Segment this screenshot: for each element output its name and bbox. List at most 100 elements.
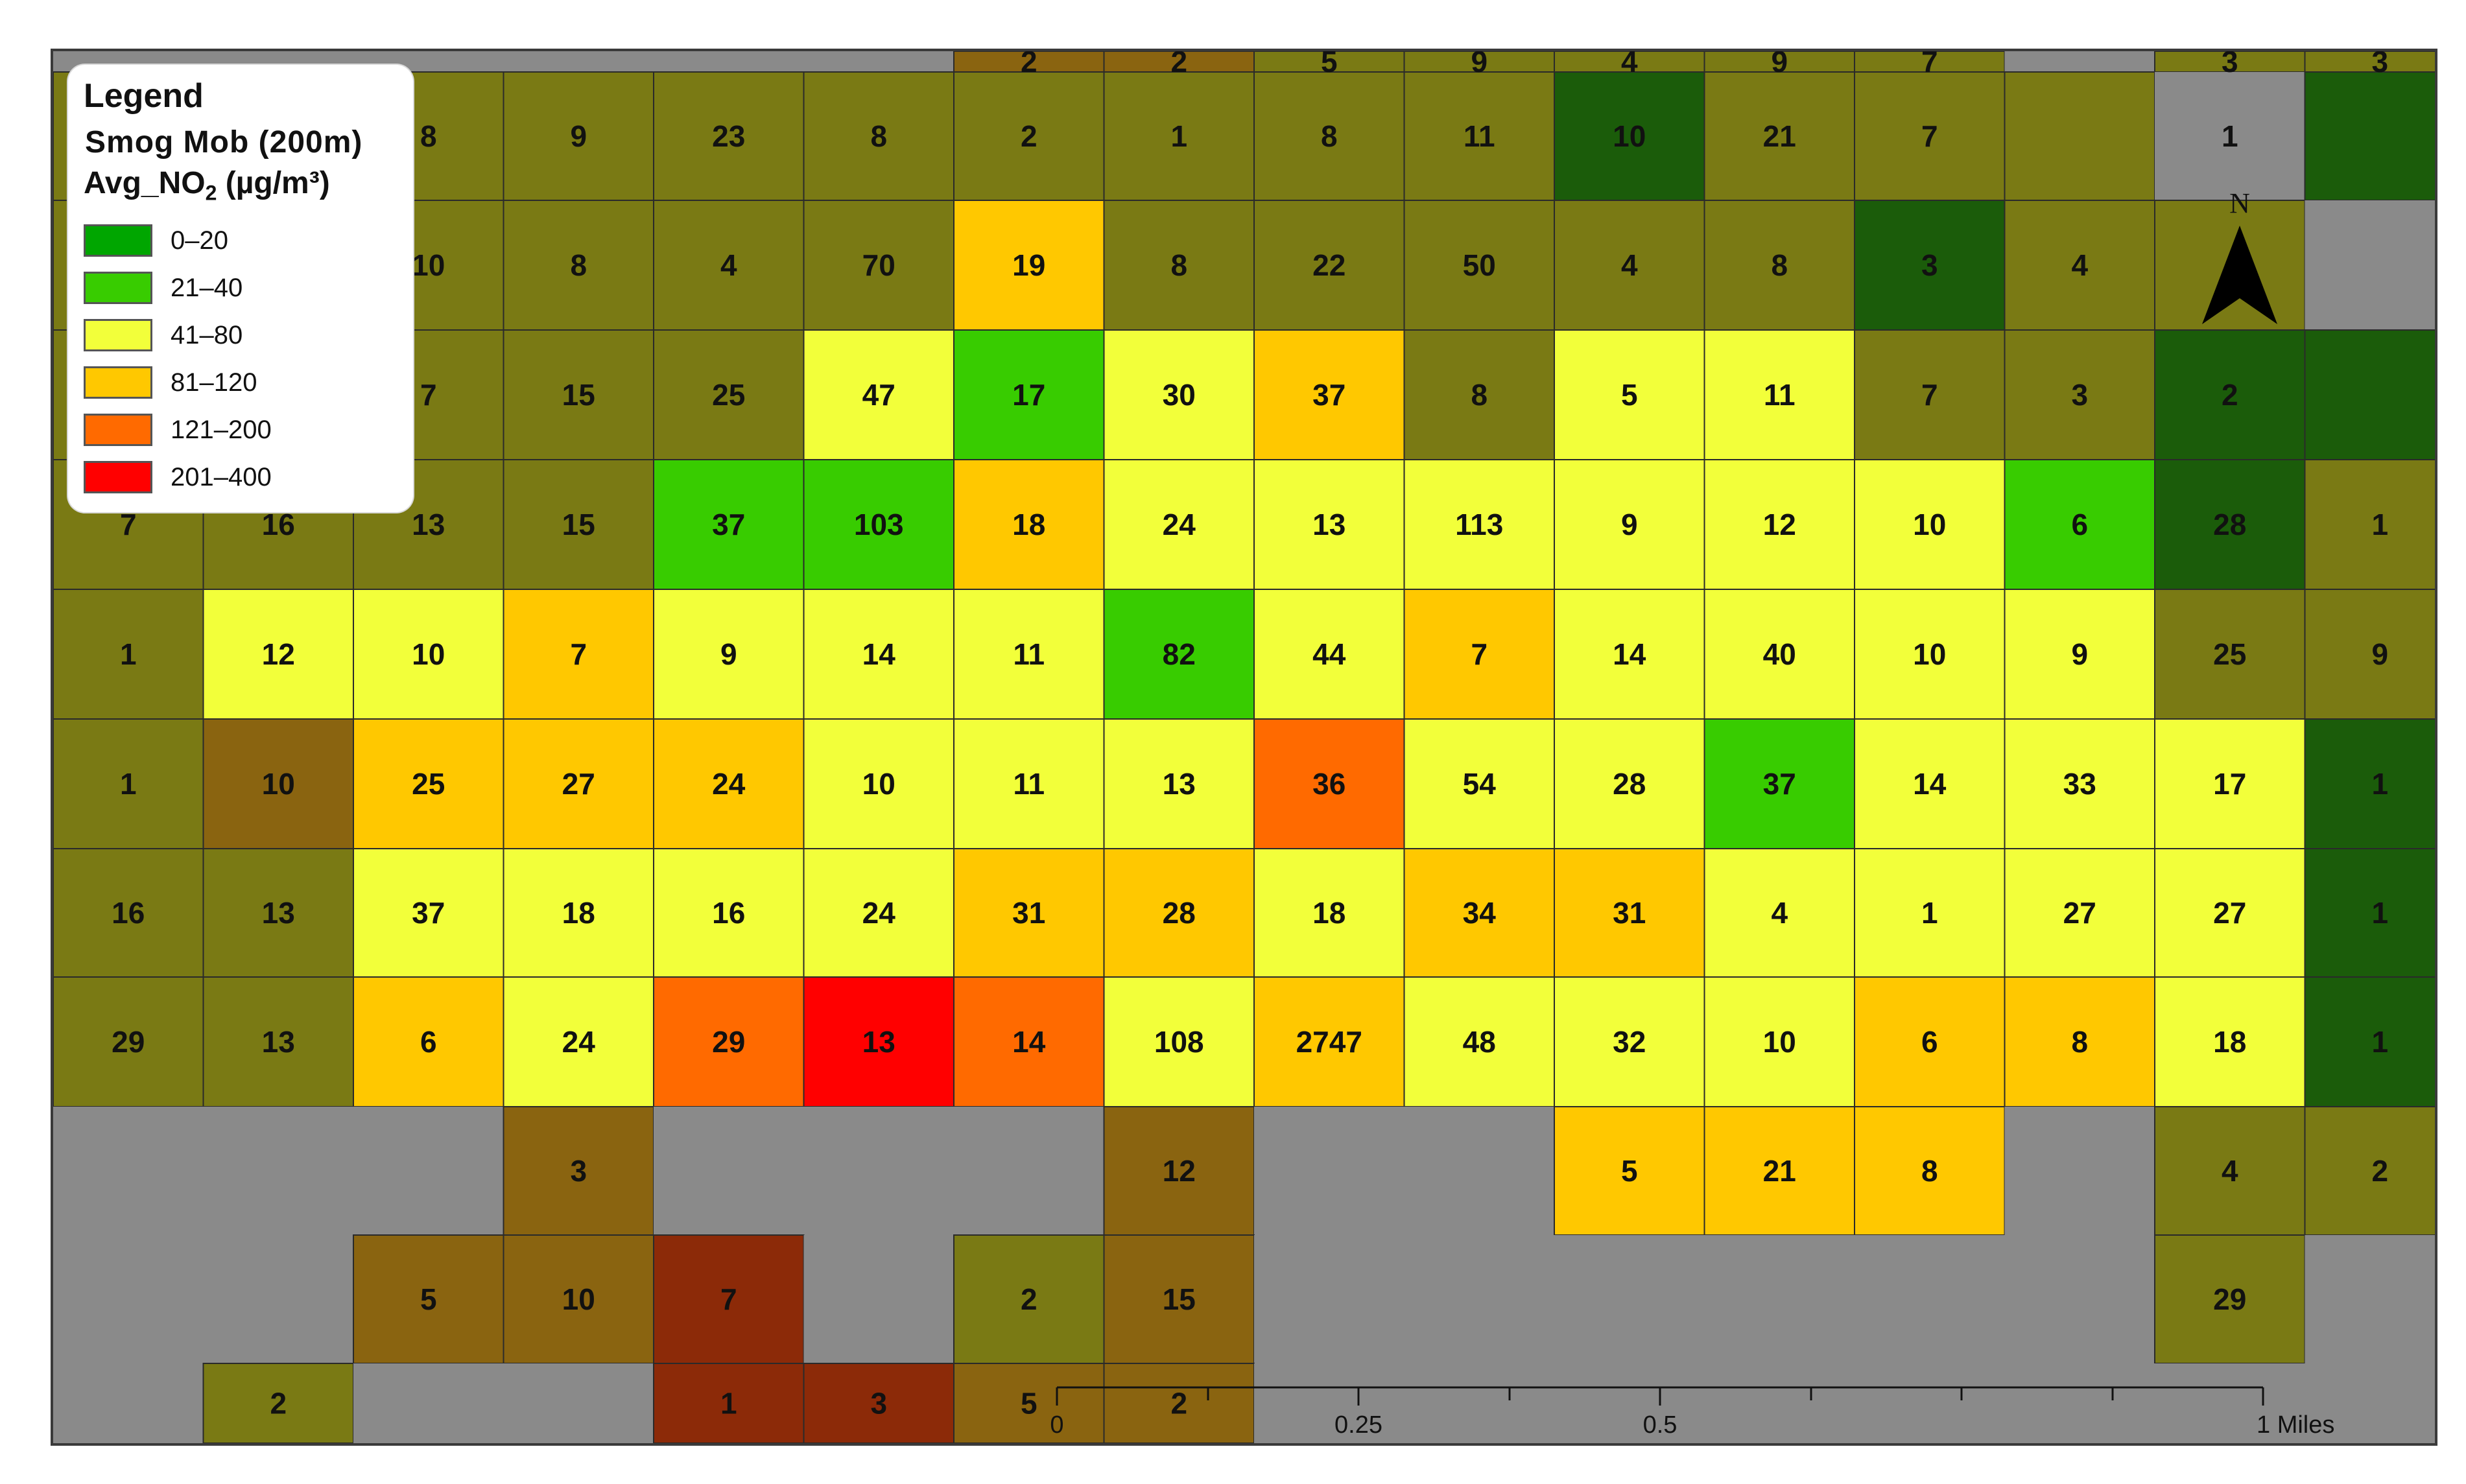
grid-cell-value: 1 xyxy=(120,637,137,671)
grid-cell-value: 2747 xyxy=(1296,1025,1362,1059)
grid-cell xyxy=(1703,976,1855,1107)
grid-cell-value: 34 xyxy=(1463,896,1497,930)
legend-class-4: 121–200 xyxy=(81,406,413,454)
grid-cell-value: 15 xyxy=(1163,1282,1196,1316)
grid-cell xyxy=(1403,848,1555,978)
grid-cell xyxy=(53,848,204,978)
grid-cell xyxy=(1403,71,1555,201)
grid-cell-value: 23 xyxy=(712,119,745,153)
grid-cell-value: 13 xyxy=(262,896,295,930)
grid-cell xyxy=(803,51,954,72)
grid-cell-value: 29 xyxy=(112,1025,145,1059)
grid-cell xyxy=(53,589,204,720)
grid-cell-value: 10 xyxy=(1913,508,1946,541)
grid-cell xyxy=(53,718,204,849)
grid-cell-value: 8 xyxy=(1321,119,1338,153)
grid-cell xyxy=(2004,1363,2155,1443)
grid-cell xyxy=(1854,589,2006,720)
grid-cell-value: 8 xyxy=(1921,1154,1938,1188)
legend-class-label: 201–400 xyxy=(171,462,272,491)
grid-cell-value: 9 xyxy=(1471,51,1488,78)
grid-cell xyxy=(953,200,1105,331)
grid-cell xyxy=(1854,718,2006,849)
grid-cell-value: 25 xyxy=(712,378,745,412)
grid-cell xyxy=(1254,1107,1405,1235)
grid-cell-value: 7 xyxy=(420,378,437,412)
grid-cell-value: 4 xyxy=(1771,896,1788,930)
grid-cell xyxy=(653,1234,805,1364)
grid-cell xyxy=(2004,51,2155,72)
grid-cell-value: 10 xyxy=(862,767,895,801)
grid-cell xyxy=(1103,51,1255,73)
grid-cell-value: 18 xyxy=(562,896,595,930)
grid-cell-value: 25 xyxy=(412,767,445,801)
grid-cell xyxy=(1554,718,1705,849)
grid-cell xyxy=(653,200,805,331)
grid-cell-value: 1 xyxy=(2371,896,2388,930)
grid-cell xyxy=(2304,51,2435,73)
grid-cell-value: 10 xyxy=(412,248,445,282)
grid-cell-value: 14 xyxy=(1012,1025,1046,1059)
legend-class-label: 41–80 xyxy=(171,320,243,349)
grid-cell xyxy=(1254,1235,1405,1363)
grid-cell-value: 15 xyxy=(562,378,595,412)
grid-cell-value: 9 xyxy=(1621,508,1638,541)
grid-cell xyxy=(953,848,1105,978)
grid-cell xyxy=(953,459,1105,590)
grid-cell-value: 5 xyxy=(1621,378,1638,412)
grid-cell xyxy=(503,1363,654,1443)
grid-cell xyxy=(503,848,654,978)
grid-cell-value: 37 xyxy=(412,896,445,930)
legend-field-unit: (µg/m³) xyxy=(217,166,330,200)
grid-cell-value: 27 xyxy=(2063,896,2096,930)
grid-cell xyxy=(353,976,504,1107)
grid-cell-value: 2 xyxy=(1021,119,1037,153)
grid-cell-value: 12 xyxy=(1763,508,1796,541)
grid-cell xyxy=(2004,1235,2155,1363)
legend-swatch xyxy=(84,272,152,305)
grid-cell-value: 25 xyxy=(2213,637,2246,671)
grid-cell xyxy=(1403,329,1555,460)
legend-swatch xyxy=(84,366,152,399)
grid-cell xyxy=(803,1235,954,1363)
grid-cell xyxy=(2155,1363,2305,1443)
grid-cell xyxy=(1703,848,1855,978)
grid-cell xyxy=(353,1107,504,1235)
grid-cell-value: 4 xyxy=(1621,51,1638,78)
grid-cell-value: 1 xyxy=(2222,119,2238,153)
grid-cell xyxy=(1103,1106,1255,1236)
grid-cell xyxy=(1854,71,2006,201)
grid-cell-value: 44 xyxy=(1312,637,1346,671)
grid-cell-value: 2 xyxy=(1170,1387,1187,1420)
grid-cell-value: 54 xyxy=(1463,767,1497,801)
grid-cell-value: 13 xyxy=(262,1025,295,1059)
grid-cell xyxy=(503,1106,654,1236)
grid-cell xyxy=(1855,1235,2005,1363)
grid-cell-value: 37 xyxy=(1763,767,1796,801)
grid-cell xyxy=(1103,589,1255,720)
grid-cell-value: 7 xyxy=(570,637,587,671)
grid-cell-value: 1 xyxy=(2371,767,2388,801)
grid-cell xyxy=(803,589,954,720)
legend-title: Legend xyxy=(84,77,204,115)
grid-cell xyxy=(1703,200,1855,331)
grid-cell xyxy=(953,1363,1105,1443)
legend-swatch xyxy=(84,461,152,494)
grid-cell-value: 6 xyxy=(1921,1025,1938,1059)
grid-cell xyxy=(2305,1363,2435,1443)
grid-cell xyxy=(1403,459,1555,590)
legend-field-prefix: Avg_NO xyxy=(84,166,206,200)
grid-cell xyxy=(1404,1235,1554,1363)
grid-cell-value: 10 xyxy=(412,637,445,671)
grid-cell xyxy=(2154,589,2306,720)
grid-cell-value: 22 xyxy=(1312,248,1346,282)
grid-cell-value: 1 xyxy=(1921,896,1938,930)
grid-cell-value: 24 xyxy=(712,767,746,801)
grid-cell xyxy=(503,51,654,72)
grid-cell-value: 2 xyxy=(1021,1282,1037,1316)
grid-cell-value: 1 xyxy=(720,1387,737,1420)
grid-cell-value: 7 xyxy=(1921,51,1938,78)
grid-cell xyxy=(1403,718,1555,849)
grid-cell xyxy=(2305,1235,2435,1363)
grid-cell-value: 70 xyxy=(862,248,895,282)
